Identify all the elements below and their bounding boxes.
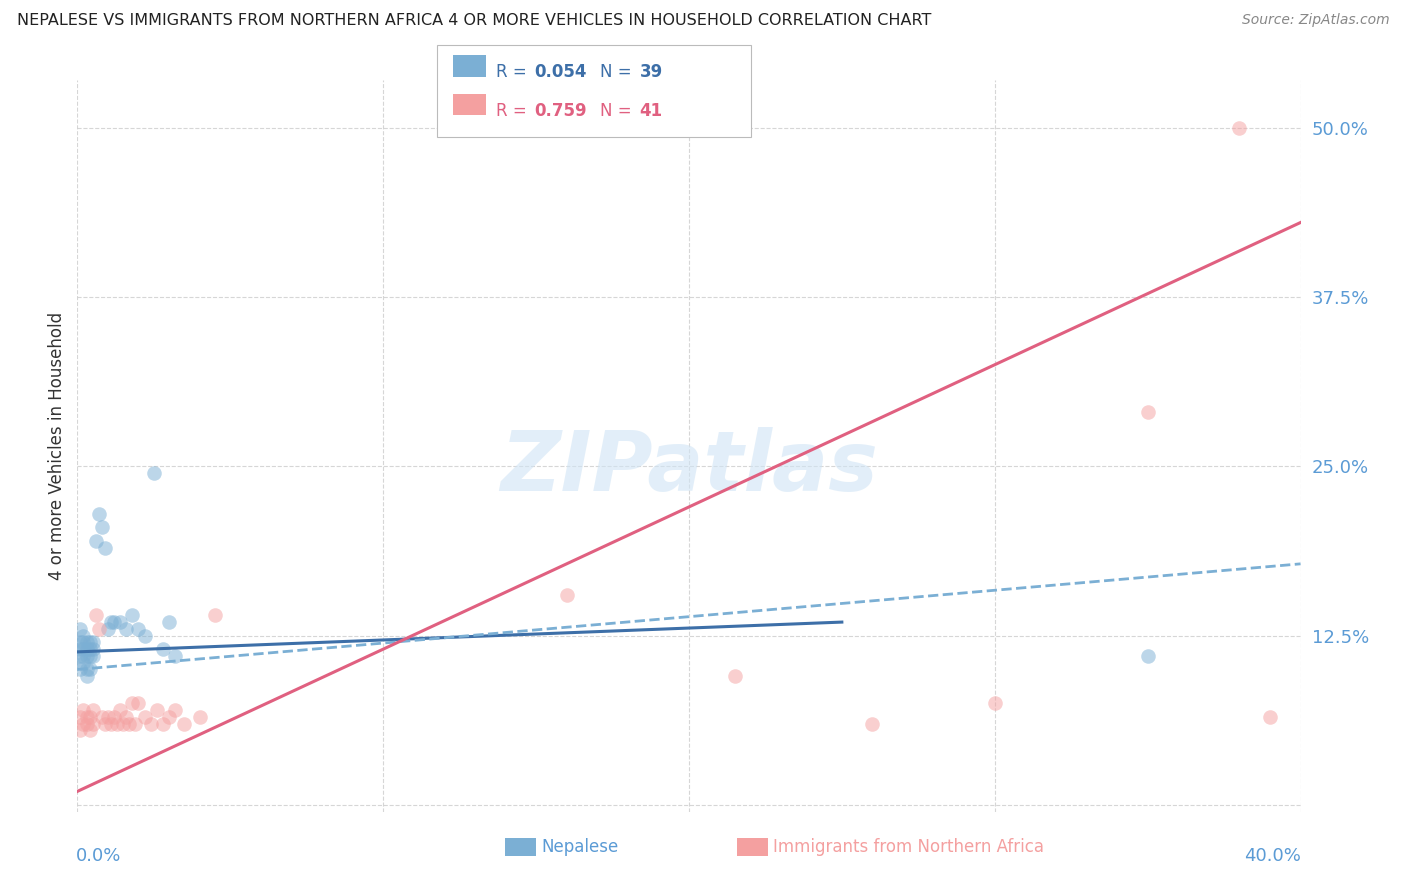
Text: 0.759: 0.759 [534,102,586,120]
Point [1136,648,1159,663]
Text: R =: R = [496,102,533,120]
Point [152,716,174,731]
Text: Source: ZipAtlas.com: Source: ZipAtlas.com [1241,13,1389,28]
Point [118,716,141,731]
Point [76,716,98,731]
Point [134,710,156,724]
Point [724,669,747,683]
Point [82,703,104,717]
Point [69,648,91,663]
Point [72,703,94,717]
Point [152,642,174,657]
Point [76,648,98,663]
Point [90,520,112,534]
Point [105,716,128,731]
Point [173,716,195,731]
Point [555,588,578,602]
Point [157,710,180,724]
Point [84,608,107,623]
Point [142,466,165,480]
Point [69,723,91,738]
Point [94,716,117,731]
Point [87,507,110,521]
Point [984,697,1007,711]
Point [90,710,112,724]
Text: N =: N = [600,63,637,81]
Point [103,615,125,629]
Point [72,648,94,663]
Point [76,669,98,683]
Point [1258,710,1281,724]
Text: NEPALESE VS IMMIGRANTS FROM NORTHERN AFRICA 4 OR MORE VEHICLES IN HOUSEHOLD CORR: NEPALESE VS IMMIGRANTS FROM NORTHERN AFR… [17,13,931,29]
Point [121,697,143,711]
Point [69,635,91,649]
Point [108,615,131,629]
Point [165,703,187,717]
Point [100,716,122,731]
Point [115,710,138,724]
Point [76,710,98,724]
Point [79,642,101,657]
Point [165,648,187,663]
Point [97,710,120,724]
Point [112,716,135,731]
Point [79,710,101,724]
Text: N =: N = [600,102,637,120]
Point [108,703,131,717]
Point [82,642,104,657]
Point [188,710,211,724]
Point [124,716,146,731]
Point [94,541,117,555]
Point [87,622,110,636]
Point [121,608,143,623]
Point [127,697,149,711]
Point [76,635,98,649]
Point [72,656,94,670]
Y-axis label: 4 or more Vehicles in Household: 4 or more Vehicles in Household [48,312,66,580]
Point [76,642,98,657]
Point [82,635,104,649]
Point [82,716,104,731]
Point [72,635,94,649]
Point [69,642,91,657]
Point [100,615,122,629]
Point [157,615,180,629]
Point [103,710,125,724]
Point [69,622,91,636]
Point [76,663,98,677]
Point [72,629,94,643]
Text: 39: 39 [640,63,664,81]
Point [97,622,120,636]
Point [79,635,101,649]
Point [79,723,101,738]
Text: Immigrants from Northern Africa: Immigrants from Northern Africa [773,838,1045,856]
Point [79,663,101,677]
Point [134,629,156,643]
Point [139,716,162,731]
Point [84,533,107,548]
Text: 40.0%: 40.0% [1244,847,1301,865]
Text: R =: R = [496,63,533,81]
Point [69,663,91,677]
Point [1229,120,1251,135]
Point [1136,405,1159,419]
Point [127,622,149,636]
Text: Nepalese: Nepalese [541,838,619,856]
Point [69,710,91,724]
Text: 0.0%: 0.0% [76,847,121,865]
Point [146,703,169,717]
Text: 41: 41 [640,102,662,120]
Point [79,648,101,663]
Text: 0.054: 0.054 [534,63,586,81]
Point [82,648,104,663]
Text: ZIPatlas: ZIPatlas [501,427,877,508]
Point [204,608,226,623]
Point [72,642,94,657]
Point [72,716,94,731]
Point [115,622,138,636]
Point [862,716,884,731]
